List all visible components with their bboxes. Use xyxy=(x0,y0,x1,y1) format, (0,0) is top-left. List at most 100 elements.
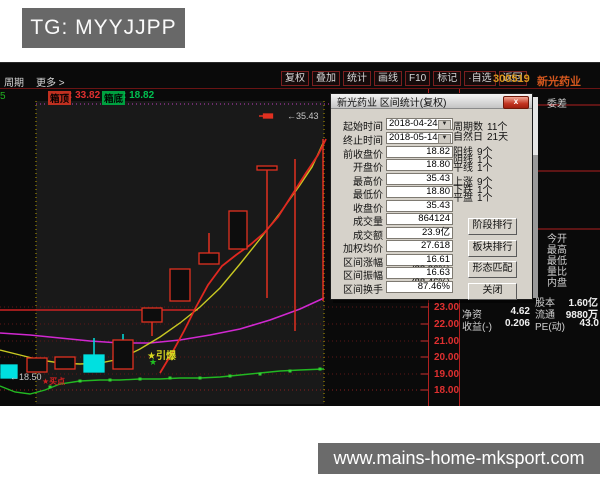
chevron-down-icon[interactable]: ▼ xyxy=(438,134,451,144)
dialog-stat-平盘: 平盘 1个 xyxy=(453,189,515,204)
candle-body xyxy=(198,252,220,265)
liutong-value: 9880万 xyxy=(565,310,598,321)
toolbar-button-统计[interactable]: 统计 xyxy=(343,71,371,86)
candle-body xyxy=(0,364,18,379)
ignite-signal-label: ★引爆 xyxy=(147,351,176,362)
quote-label-最高: 最高 xyxy=(547,245,567,256)
stat-value: 1个 xyxy=(477,185,493,196)
ma-green-dot xyxy=(138,377,142,381)
ma-green-dot xyxy=(78,379,82,383)
date-combo[interactable]: 2018-05-14 ▼ xyxy=(386,132,453,144)
stat-label: 自然日 xyxy=(453,132,483,143)
field-label: 区间振幅 xyxy=(343,271,383,282)
stat-label: 平盘 xyxy=(453,193,473,204)
toolbar-button-标记[interactable]: 标记 xyxy=(433,71,462,86)
stat-label: 平线 xyxy=(453,163,473,174)
candle-body xyxy=(26,357,48,373)
date-combo[interactable]: 2018-04-24 ▼ xyxy=(386,118,453,130)
dialog-button-关闭[interactable]: 关闭 xyxy=(468,283,517,300)
selection-region xyxy=(36,101,324,404)
dialog-title-bar[interactable]: 新光药业 区间统计(复权) xyxy=(331,94,532,109)
quote-label-最低: 最低 xyxy=(547,256,567,267)
toolbar-button-画线[interactable]: 画线 xyxy=(374,71,402,86)
field-label: 最低价 xyxy=(353,190,383,201)
pe-label: PE(动) xyxy=(535,322,565,333)
ma-green-dot xyxy=(168,376,172,380)
dialog-button-板块排行[interactable]: 板块排行 xyxy=(468,240,517,257)
tg-watermark-text: TG: MYYJJPP xyxy=(30,16,177,39)
price-axis-label: 21.00 xyxy=(434,336,460,347)
field-label: 开盘价 xyxy=(353,163,383,174)
jingzi-label: 净资 xyxy=(462,310,482,321)
dialog-field-row: 前收盘价 18.82 xyxy=(331,146,534,161)
field-value-box: 18.80 xyxy=(386,186,453,198)
dialog-field-row: 开盘价 18.80 xyxy=(331,159,534,174)
dialog-button-阶段排行[interactable]: 阶段排行 xyxy=(468,218,517,235)
stat-value: 1个 xyxy=(477,155,493,166)
stat-value: 1个 xyxy=(477,163,493,174)
candle-body xyxy=(169,268,191,302)
dialog-stat-周期数: 周期数 11个 xyxy=(453,118,515,133)
dialog-field-row: 收盘价 35.43 xyxy=(331,200,534,215)
toolbar: 复权 叠加 统计 画线 F10 标记 ·自选 返回 xyxy=(281,71,530,86)
candle-body xyxy=(256,165,278,171)
toolbar-button-F10[interactable]: F10 xyxy=(405,71,431,86)
price-axis-label: 23.00 xyxy=(434,302,460,313)
toolbar-button-复权[interactable]: 复权 xyxy=(281,71,309,86)
scrollbar-thumb[interactable] xyxy=(533,97,538,155)
site-watermark-badge: www.mains-home-mksport.com xyxy=(318,443,600,474)
ma-line-green xyxy=(0,368,325,395)
box-top-chip: 箱顶 xyxy=(48,91,72,105)
price-axis-label: 22.00 xyxy=(434,319,460,330)
stat-label: 上涨 xyxy=(453,177,473,188)
dialog-field-row: 终止时间 2018-05-14 ▼ xyxy=(331,132,534,147)
field-value-box: 16.61 (88.26%) xyxy=(386,254,453,275)
jingzi-value: 4.62 xyxy=(510,306,530,317)
menu-item-more[interactable]: 更多 > xyxy=(36,78,65,89)
stat-label: 阴线 xyxy=(453,155,473,166)
dialog-scrollbar[interactable] xyxy=(533,97,538,298)
ma-green-dot xyxy=(288,369,292,373)
stat-value: 1个 xyxy=(477,193,493,204)
guben-label: 股本 xyxy=(535,298,555,309)
dialog-field-row: 加权均价 27.618 xyxy=(331,240,534,255)
close-icon[interactable]: x xyxy=(503,96,529,109)
toolbar-button-返回[interactable]: 返回 xyxy=(498,71,527,86)
stock-code: 300519 xyxy=(493,73,530,85)
ma-line-magenta xyxy=(0,297,325,344)
field-label: 最高价 xyxy=(353,177,383,188)
chevron-down-icon[interactable]: ▼ xyxy=(438,120,451,130)
dialog-button-形态匹配[interactable]: 形态匹配 xyxy=(468,261,517,278)
ma-green-dot xyxy=(108,378,112,382)
menu-item-period[interactable]: 周期 xyxy=(4,78,24,89)
price-axis-label: 19.00 xyxy=(434,369,460,380)
left-edge-fragment: 5 xyxy=(0,91,6,102)
price-axis-label: 18.00 xyxy=(434,385,460,396)
quote-label-内盘: 内盘 xyxy=(547,278,567,289)
field-label: 加权均价 xyxy=(343,244,383,255)
toolbar-button-·自选[interactable]: ·自选 xyxy=(464,71,496,86)
candle-body xyxy=(141,307,163,323)
box-bottom-chip: 箱底 xyxy=(102,91,126,105)
dialog-stat-下跌: 下跌 1个 xyxy=(453,181,515,196)
ma-green-dot xyxy=(198,376,202,380)
candle-body xyxy=(54,356,76,370)
stat-value: 9个 xyxy=(477,177,493,188)
stat-value: 21天 xyxy=(487,132,509,143)
buy-point-tag: ★买点 xyxy=(42,377,66,386)
field-label: 成交额 xyxy=(353,231,383,242)
dialog-field-row: 最高价 35.43 xyxy=(331,173,534,188)
dialog-stat-阳线: 阳线 9个 xyxy=(453,143,515,158)
field-label: 区间涨幅 xyxy=(343,258,383,269)
liutong-label: 流通 xyxy=(535,310,555,321)
guben-value: 1.60亿 xyxy=(568,298,598,309)
toolbar-button-叠加[interactable]: 叠加 xyxy=(312,71,340,86)
quote-label-量比: 量比 xyxy=(547,267,567,278)
shouyi-value: 0.206 xyxy=(504,318,530,329)
dialog-field-row: 成交额 23.9亿 xyxy=(331,227,534,242)
panel-weicha-label: 委差 xyxy=(547,99,567,110)
field-label: 收盘价 xyxy=(353,204,383,215)
stat-value: 11个 xyxy=(487,122,508,133)
stat-label: 周期数 xyxy=(453,122,483,133)
